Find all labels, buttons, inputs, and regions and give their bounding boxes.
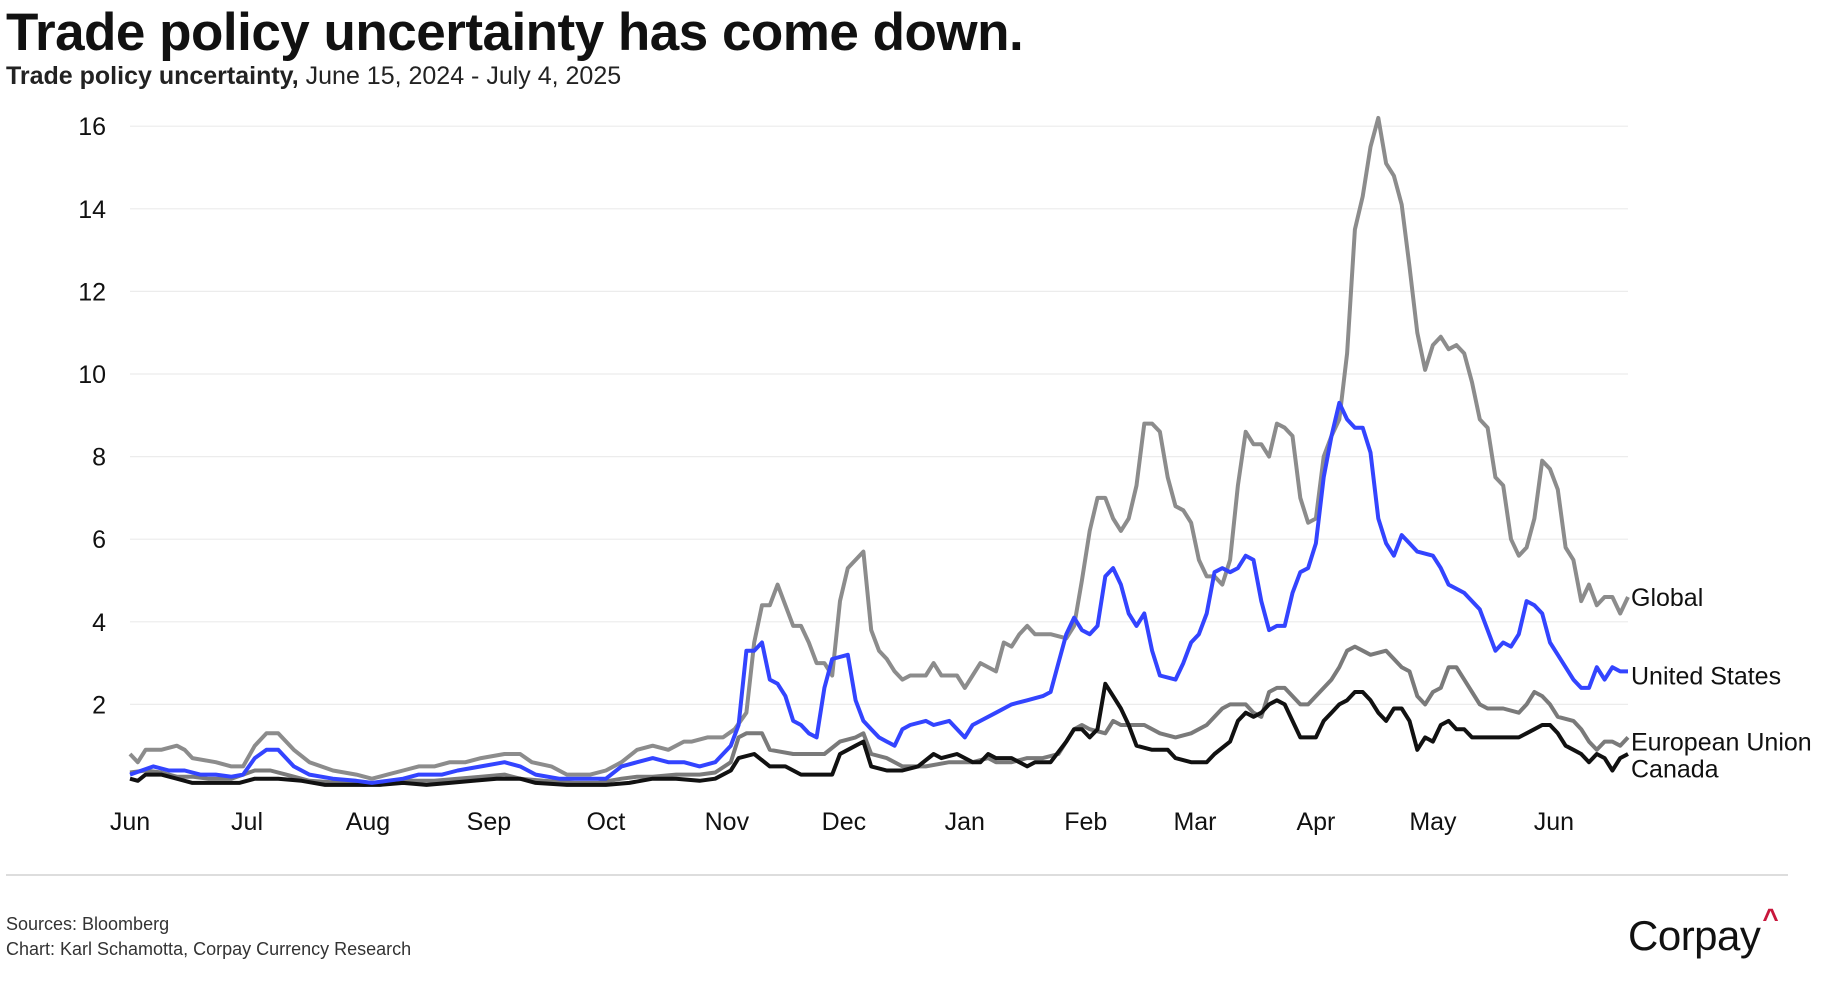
y-tick-label: 14 — [78, 196, 106, 224]
corpay-logo: Corpay^ — [1628, 903, 1779, 960]
line-chart: 2 4 6 8 10 12 14 16 Jun Jul Aug Sep Oct Nov Dec Jan Feb… — [78, 113, 1812, 836]
y-tick-label: 8 — [92, 444, 106, 472]
y-tick-label: 12 — [78, 278, 106, 306]
x-tick-label: Nov — [705, 808, 750, 836]
subtitle-bold: Trade policy uncertainty, — [6, 62, 299, 90]
series-label: Global — [1631, 584, 1703, 612]
subtitle-date-range: June 15, 2024 - July 4, 2025 — [298, 62, 622, 90]
y-tick-label: 4 — [92, 609, 106, 637]
x-tick-label: Mar — [1173, 808, 1216, 836]
gridlines — [130, 125, 1628, 706]
x-tick-label: Jun — [110, 808, 150, 836]
x-tick-label: Aug — [346, 808, 390, 836]
chart-title: Trade policy uncertainty has come down. — [6, 3, 1024, 62]
series-line-global — [128, 115, 1630, 781]
x-tick-label: Dec — [822, 808, 866, 836]
logo-text: Corpay — [1628, 912, 1761, 959]
series-label: European Union — [1631, 729, 1812, 757]
series-label: United States — [1631, 662, 1781, 690]
y-tick-label: 16 — [78, 113, 106, 141]
x-tick-label: Jul — [231, 808, 263, 836]
x-tick-label: Feb — [1064, 808, 1107, 836]
series-line-european-union — [129, 644, 1630, 787]
x-tick-label: Oct — [586, 808, 625, 836]
x-axis-ticks: Jun Jul Aug Sep Oct Nov Dec Jan Feb Mar Apr May Jun — [110, 808, 1574, 836]
y-tick-label: 2 — [92, 691, 106, 719]
y-tick-label: 6 — [92, 526, 106, 554]
footer-notes: Sources: Bloomberg Chart: Karl Schamotta… — [6, 912, 411, 962]
x-tick-label: May — [1409, 808, 1457, 836]
footer-divider — [6, 874, 1788, 876]
x-tick-label: Jun — [1534, 808, 1574, 836]
y-axis-ticks: 2 4 6 8 10 12 14 16 — [78, 113, 106, 719]
sources-note: Sources: Bloomberg — [6, 914, 170, 934]
logo-caret-icon: ^ — [1762, 903, 1779, 934]
x-tick-label: Jan — [945, 808, 985, 836]
series-line-canada — [129, 681, 1629, 787]
chart-credit: Chart: Karl Schamotta, Corpay Currency R… — [6, 939, 412, 959]
series-label: Canada — [1631, 755, 1719, 783]
x-tick-label: Apr — [1296, 808, 1335, 836]
x-tick-label: Sep — [467, 808, 511, 836]
series-lines — [128, 115, 1630, 787]
y-tick-label: 10 — [78, 361, 106, 389]
series-line-united-states — [129, 400, 1628, 785]
chart-subtitle: Trade policy uncertainty, June 15, 2024 … — [6, 62, 621, 91]
